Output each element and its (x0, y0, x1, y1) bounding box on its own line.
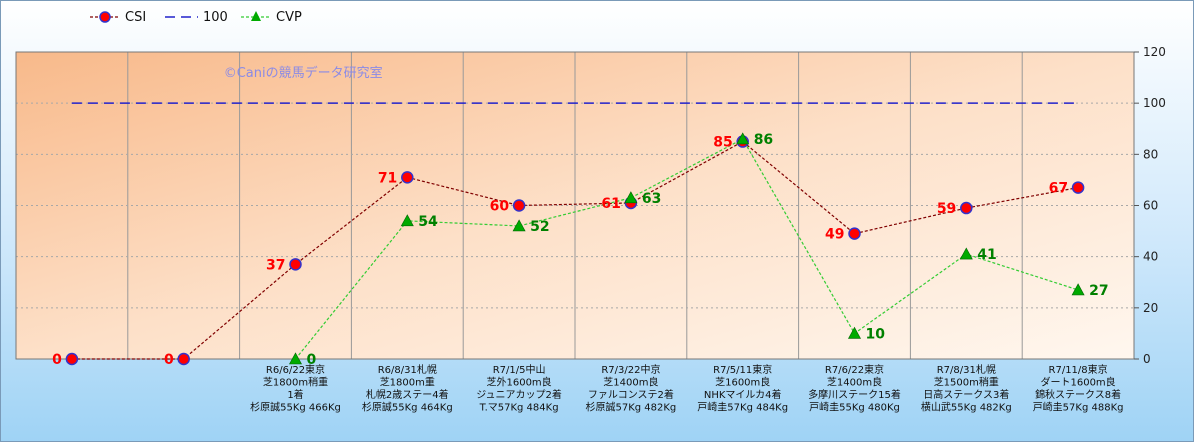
y-tick-label: 20 (1143, 301, 1158, 315)
cvp-data-label: 52 (530, 219, 549, 235)
csi-data-label: 60 (490, 199, 510, 215)
x-tick-label: 芝1400m良 (827, 376, 882, 389)
legend-label-csi: CSI (125, 10, 146, 25)
y-tick-label: 120 (1143, 45, 1166, 59)
x-tick-label: ジュニアカップ2着 (476, 388, 562, 401)
cvp-point (624, 191, 638, 204)
cvp-data-label: 27 (1089, 283, 1108, 299)
data-labels: 0 0 37 71 60 61 85 49 59 67 0 54 52 63 86 10 41 27 (52, 132, 1108, 368)
x-tick-label: 芝1800m重 (380, 376, 435, 389)
csi-point (289, 258, 302, 271)
legend-marker-cvp (251, 11, 261, 21)
x-tick-label: 戸崎圭57Kg 484Kg (697, 401, 788, 414)
y-tick-label: 100 (1143, 96, 1166, 110)
x-tick-label: 1着 (287, 388, 303, 401)
x-tick-label: R7/11/8東京 (1049, 363, 1108, 376)
y-tick-label: 80 (1143, 147, 1158, 161)
cvp-data-label: 41 (977, 247, 996, 263)
cvp-point (400, 214, 414, 227)
cvp-point (959, 247, 973, 260)
csi-point (1071, 181, 1085, 194)
csi-point (960, 201, 973, 215)
x-tick-label: 日高ステークス3着 (923, 388, 1009, 401)
x-tick-label: 芝1400m良 (603, 376, 658, 389)
csi-data-label: 37 (266, 257, 285, 273)
cvp-data-label: 63 (642, 191, 661, 207)
csi-point (512, 199, 526, 212)
x-tick-label: R6/6/22東京 (266, 363, 325, 376)
cvp-data-label: 10 (866, 326, 886, 342)
csi-point (848, 227, 861, 240)
y-tick-label: 0 (1143, 352, 1151, 366)
watermark: ©Caniの競馬データ研究室 (224, 65, 383, 81)
csi-point (401, 171, 414, 184)
x-tick-label: NHKマイルカ4着 (704, 388, 782, 401)
x-tick-label: 芝1600m良 (715, 376, 770, 389)
x-tick-label: 札幌2歳ステー4着 (366, 388, 449, 401)
x-tick-label: R7/5/11東京 (713, 363, 772, 376)
csi-data-label: 71 (378, 170, 397, 186)
x-tick-label: R7/6/22東京 (825, 363, 884, 376)
x-tick-label: ダート1600m良 (1040, 376, 1115, 389)
legend-label-100: 100 (203, 10, 228, 25)
x-tick-label: T.マ57Kg 484Kg (479, 403, 559, 414)
cvp-point (736, 132, 750, 145)
x-tick-label: 横山武55Kg 482Kg (921, 401, 1012, 414)
x-tick-label: 戸崎圭57Kg 488Kg (1033, 401, 1124, 414)
cvp-data-label: 0 (307, 352, 317, 368)
x-tick-label: 杉原誠57Kg 482Kg (585, 401, 676, 414)
csi-point (65, 352, 79, 366)
series-layer (65, 102, 1085, 366)
legend-label-cvp: CVP (276, 10, 302, 25)
csi-data-label: 67 (1049, 181, 1068, 197)
x-tick-label: ファルコンステ2着 (588, 388, 674, 401)
x-tick-label: R6/8/31札幌 (378, 363, 437, 376)
legend: CSI 100 CVP (90, 10, 302, 25)
x-tick-label: 多摩川ステーク15着 (808, 388, 901, 401)
x-tick-label: 杉原誠55Kg 464Kg (362, 401, 453, 414)
x-tick-label: 錦秋ステークス8着 (1035, 388, 1121, 401)
csi-point (177, 352, 190, 366)
csi-data-label: 85 (713, 135, 732, 151)
y-axis: 0 20 40 60 80 100 120 (1134, 45, 1166, 366)
csi-data-label: 49 (825, 227, 844, 243)
series-line-cvp (295, 138, 1079, 360)
x-tick-label: 芝外1600m良 (486, 376, 551, 389)
cvp-point (512, 219, 526, 232)
csi-data-label: 0 (164, 352, 174, 368)
x-tick-label: 杉原誠55Kg 466Kg (250, 401, 341, 414)
x-tick-label: R7/1/5中山 (493, 363, 546, 376)
legend-marker-csi (99, 11, 111, 23)
csi-data-label: 61 (601, 196, 620, 212)
y-tick-label: 40 (1143, 250, 1158, 264)
cvp-data-label: 86 (754, 132, 773, 148)
cvp-point (1071, 283, 1085, 296)
series-line-csi (71, 140, 1079, 360)
cvp-data-label: 54 (418, 214, 438, 230)
csi-data-label: 0 (52, 352, 62, 368)
csi-data-label: 59 (937, 201, 956, 217)
cvp-point (847, 326, 862, 339)
cvp-point (288, 352, 303, 365)
x-tick-label: R7/8/31札幌 (937, 363, 996, 376)
y-tick-label: 60 (1143, 199, 1158, 213)
x-tick-label: 芝1500m稍重 (934, 376, 999, 389)
x-tick-label: R7/3/22中京 (601, 363, 660, 376)
x-tick-label: 芝1800m稍重 (263, 376, 328, 389)
x-tick-label: 戸崎圭55Kg 480Kg (809, 401, 900, 414)
